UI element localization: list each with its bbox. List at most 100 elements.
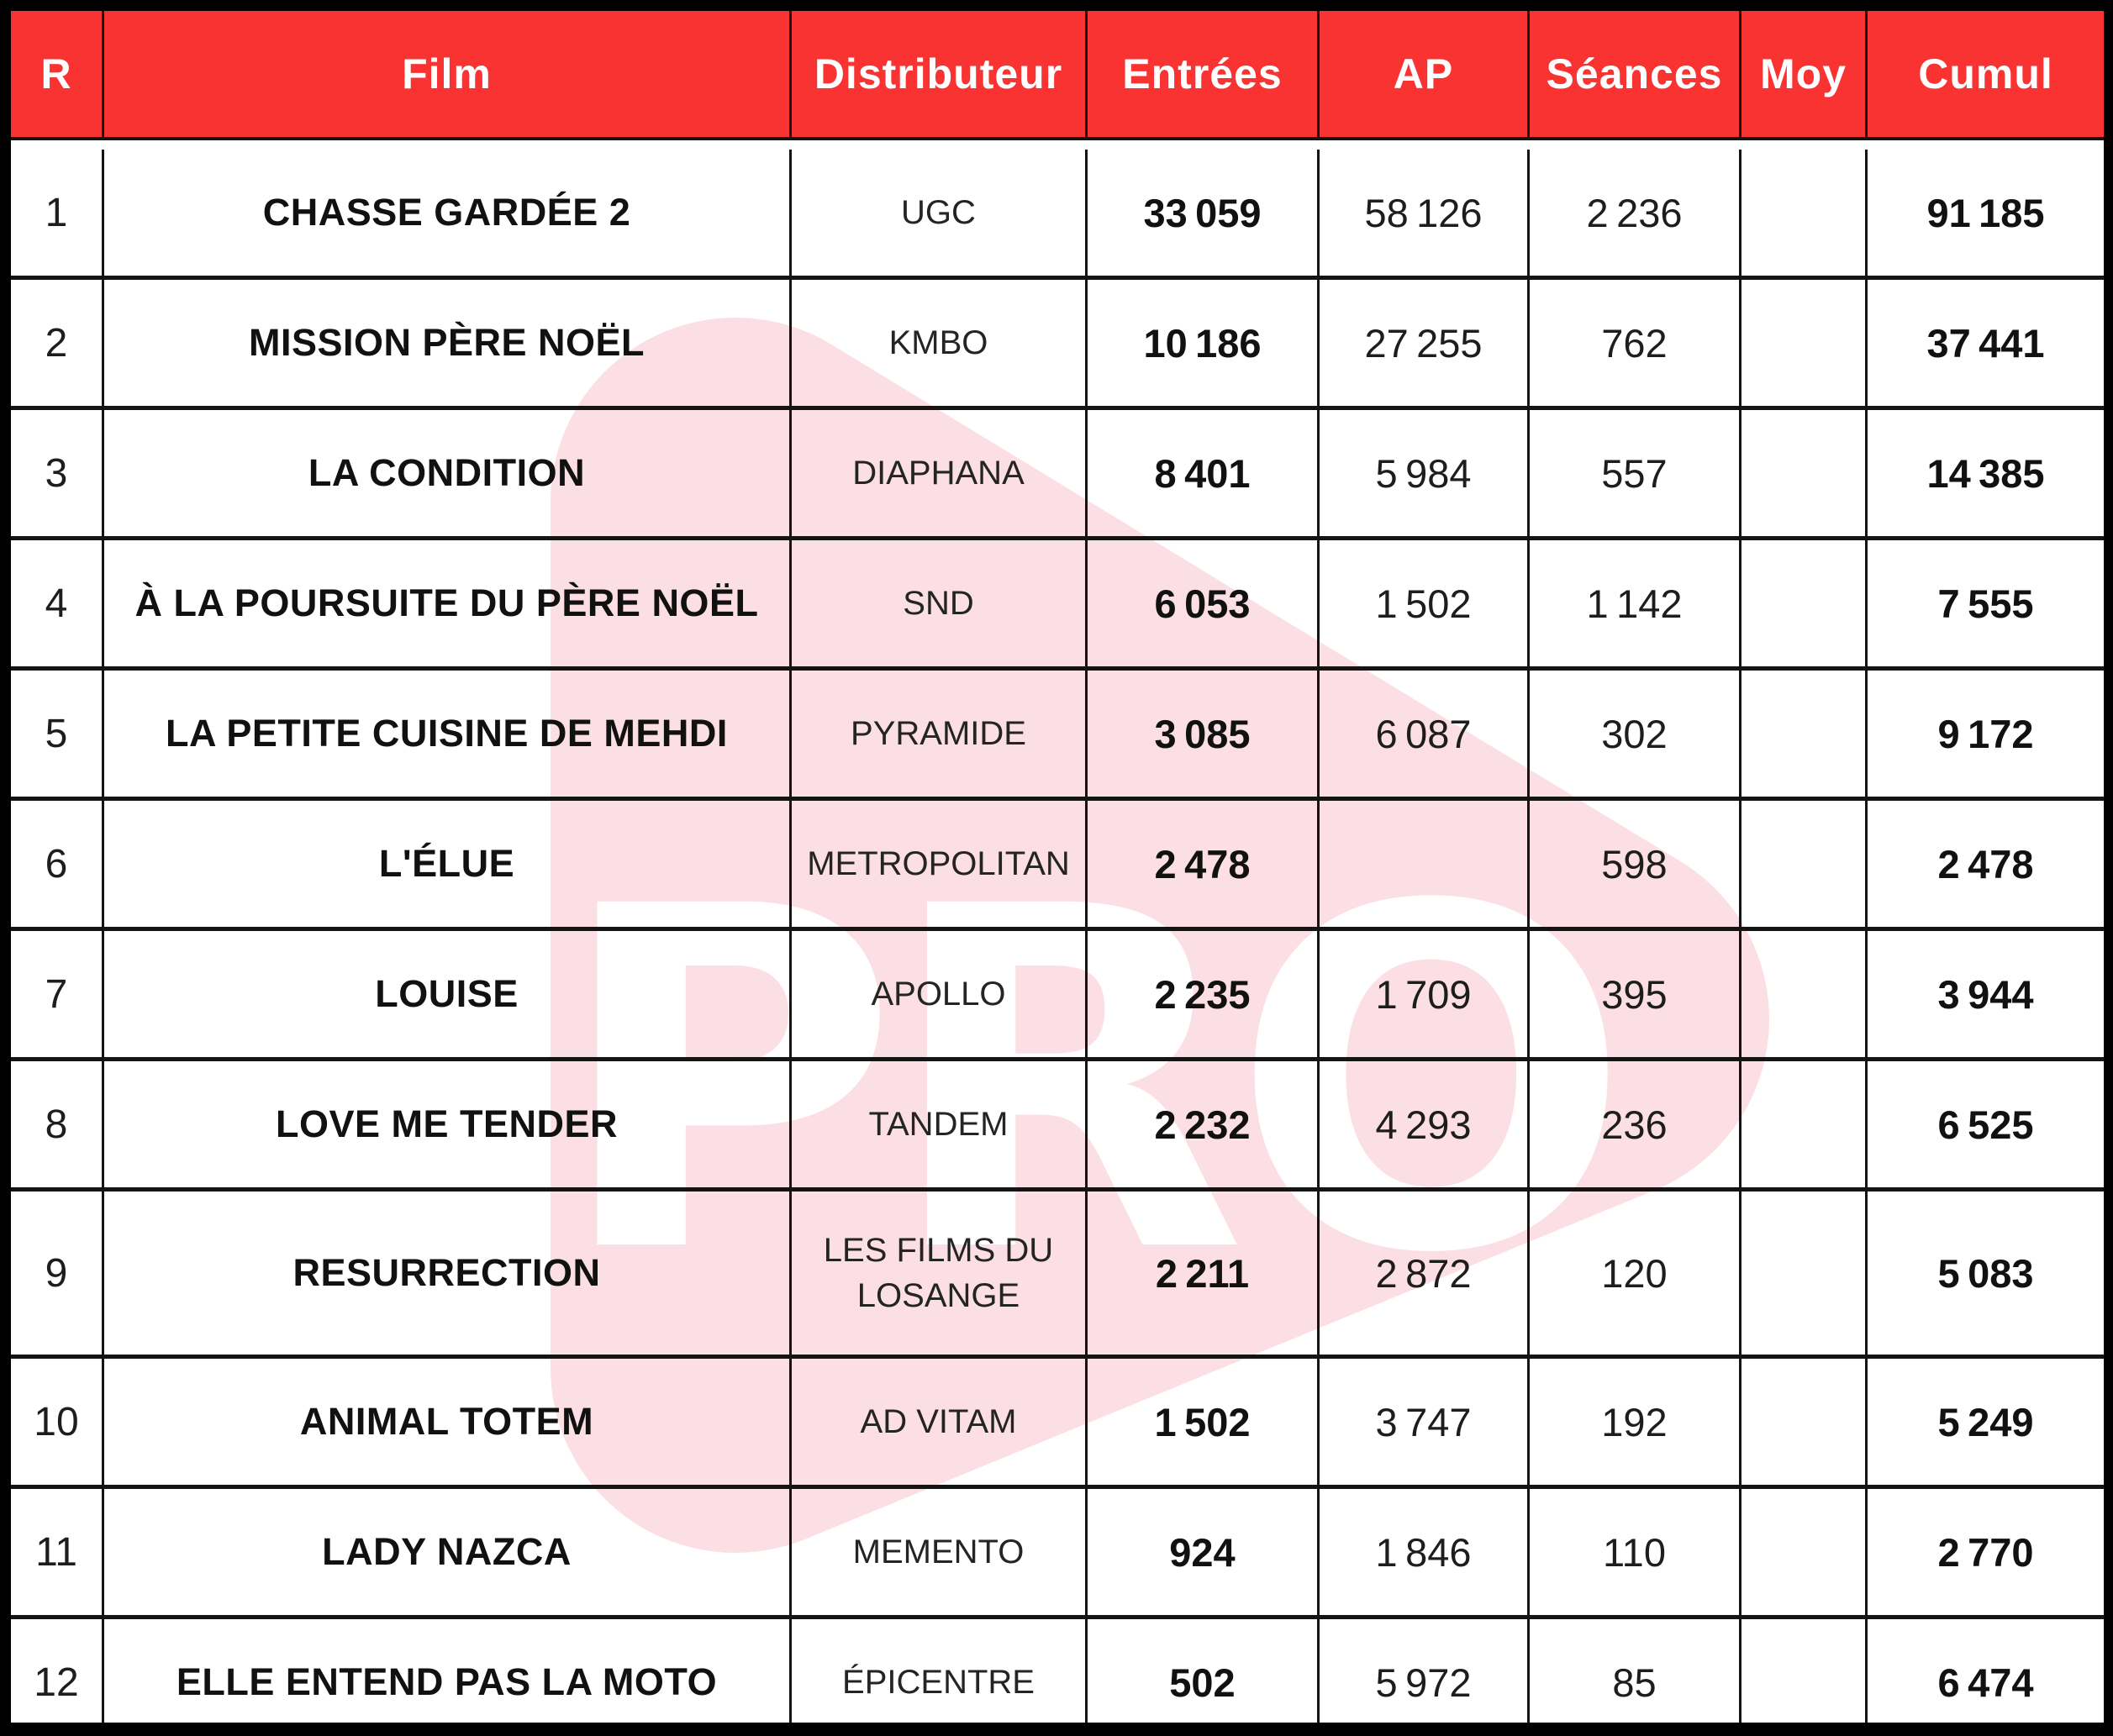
col-header-average: Moy [1739, 11, 1865, 140]
cumulative-cell: 3 944 [1865, 927, 2104, 1057]
ap-cell [1317, 797, 1527, 927]
screenings-cell: 395 [1527, 927, 1739, 1057]
col-header-film: Film [102, 11, 789, 140]
admissions-cell: 2 235 [1085, 927, 1317, 1057]
screenings-cell: 85 [1527, 1615, 1739, 1723]
admissions-cell: 1 502 [1085, 1355, 1317, 1485]
rank-cell: 3 [11, 406, 102, 536]
ap-cell: 58 126 [1317, 150, 1527, 276]
film-title-cell: ANIMAL TOTEM [102, 1355, 789, 1485]
distributor-cell: DIAPHANA [789, 406, 1085, 536]
average-cell: 10 [1739, 666, 1865, 797]
distributor-cell: UGC [789, 150, 1085, 276]
table-row: 7 LOUISE APOLLO 2 235 1 709 395 6 3 944 [11, 927, 2104, 1057]
table-header: R Film Distributeur Entrées AP Séances M… [11, 11, 2104, 140]
film-title-cell: RESURRECTION [102, 1187, 789, 1355]
rank-cell: 12 [11, 1615, 102, 1723]
average-cell: 8 [1739, 1485, 1865, 1615]
average-cell: 18 [1739, 1187, 1865, 1355]
film-title-cell: LADY NAZCA [102, 1485, 789, 1615]
ap-cell: 6 087 [1317, 666, 1527, 797]
col-header-distributor: Distributeur [789, 11, 1085, 140]
cumulative-cell: 91 185 [1865, 150, 2104, 276]
col-header-rank: R [11, 11, 102, 140]
distributor-cell: LES FILMS DU LOSANGE [789, 1187, 1085, 1355]
film-title-cell: À LA POURSUITE DU PÈRE NOËL [102, 536, 789, 666]
boxoffice-table: R Film Distributeur Entrées AP Séances M… [11, 11, 2104, 1723]
screenings-cell: 598 [1527, 797, 1739, 927]
ap-cell: 5 984 [1317, 406, 1527, 536]
admissions-cell: 3 085 [1085, 666, 1317, 797]
film-title-cell: CHASSE GARDÉE 2 [102, 150, 789, 276]
film-title-cell: ELLE ENTEND PAS LA MOTO [102, 1615, 789, 1723]
distributor-cell: KMBO [789, 276, 1085, 406]
col-header-cumulative: Cumul [1865, 11, 2104, 140]
cumulative-cell: 2 478 [1865, 797, 2104, 927]
rank-cell: 11 [11, 1485, 102, 1615]
ap-cell: 5 972 [1317, 1615, 1527, 1723]
screenings-cell: 762 [1527, 276, 1739, 406]
distributor-cell: APOLLO [789, 927, 1085, 1057]
rank-cell: 1 [45, 190, 68, 235]
table-row: 6 L'ÉLUE METROPOLITAN 2 478 598 4 2 478 [11, 797, 2104, 927]
rank-cell: 4 [11, 536, 102, 666]
table-row: 12 ELLE ENTEND PAS LA MOTO ÉPICENTRE 502… [11, 1615, 2104, 1723]
admissions-cell: 8 401 [1085, 406, 1317, 536]
report-sheet: PRO R Film Distributeur Entrées AP Séanc… [11, 11, 2104, 1723]
admissions-cell: 33 059 [1085, 150, 1317, 276]
table-row: 3 LA CONDITION DIAPHANA 8 401 5 984 557 … [11, 406, 2104, 536]
cumulative-cell: 14 385 [1865, 406, 2104, 536]
distributor-cell: AD VITAM [789, 1355, 1085, 1485]
distributor-cell: TANDEM [789, 1057, 1085, 1187]
screenings-cell: 1 142 [1527, 536, 1739, 666]
cumulative-cell: 5 249 [1865, 1355, 2104, 1485]
table-row: 5 LA PETITE CUISINE DE MEHDI PYRAMIDE 3 … [11, 666, 2104, 797]
ap-cell: 1 846 [1317, 1485, 1527, 1615]
rank-cell: 8 [11, 1057, 102, 1187]
ap-cell: 4 293 [1317, 1057, 1527, 1187]
admissions-cell: 10 186 [1085, 276, 1317, 406]
average-cell: 15 [1739, 150, 1865, 276]
cumulative-cell: 5 083 [1865, 1187, 2104, 1355]
cumulative-cell: 7 555 [1865, 536, 2104, 666]
film-title-cell: LA CONDITION [102, 406, 789, 536]
table-row: 8 LOVE ME TENDER TANDEM 2 232 4 293 236 … [11, 1057, 2104, 1187]
screenings-cell: 110 [1527, 1485, 1739, 1615]
average-cell: 13 [1739, 276, 1865, 406]
table-row: 4 À LA POURSUITE DU PÈRE NOËL SND 6 053 … [11, 536, 2104, 666]
screenings-cell: 236 [1527, 1057, 1739, 1187]
admissions-cell: 924 [1085, 1485, 1317, 1615]
film-title-cell: LA PETITE CUISINE DE MEHDI [102, 666, 789, 797]
average-cell: 9 [1739, 1057, 1865, 1187]
rank-cell: 5 [11, 666, 102, 797]
film-title-cell: MISSION PÈRE NOËL [102, 276, 789, 406]
rank-cell: 9 [11, 1187, 102, 1355]
distributor-cell: PYRAMIDE [789, 666, 1085, 797]
average-cell: 15 [1739, 406, 1865, 536]
table-row: 11 LADY NAZCA MEMENTO 924 1 846 110 8 2 … [11, 1485, 2104, 1615]
distributor-cell: METROPOLITAN [789, 797, 1085, 927]
ap-cell: 1 709 [1317, 927, 1527, 1057]
table-body: 1 CHASSE GARDÉE 2 UGC 33 059 58 126 2 23… [11, 140, 2104, 1723]
header-gap [11, 140, 2104, 150]
cumulative-cell: 6 474 [1865, 1615, 2104, 1723]
average-cell: 6 [1739, 1615, 1865, 1723]
ap-cell: 3 747 [1317, 1355, 1527, 1485]
rank-cell: 2 [11, 276, 102, 406]
screenings-cell: 302 [1527, 666, 1739, 797]
average-cell: 6 [1739, 927, 1865, 1057]
cumulative-cell: 6 525 [1865, 1057, 2104, 1187]
screenings-cell: 2 236 [1527, 150, 1739, 276]
film-title-cell: L'ÉLUE [102, 797, 789, 927]
ap-cell: 2 872 [1317, 1187, 1527, 1355]
table-row: 1 CHASSE GARDÉE 2 UGC 33 059 58 126 2 23… [11, 150, 2104, 276]
admissions-cell: 2 478 [1085, 797, 1317, 927]
screenings-cell: 192 [1527, 1355, 1739, 1485]
admissions-cell: 2 232 [1085, 1057, 1317, 1187]
rank-cell: 6 [11, 797, 102, 927]
col-header-admissions: Entrées [1085, 11, 1317, 140]
distributor-cell: ÉPICENTRE [789, 1615, 1085, 1723]
table-row: 10 ANIMAL TOTEM AD VITAM 1 502 3 747 192… [11, 1355, 2104, 1485]
screenings-cell: 557 [1527, 406, 1739, 536]
